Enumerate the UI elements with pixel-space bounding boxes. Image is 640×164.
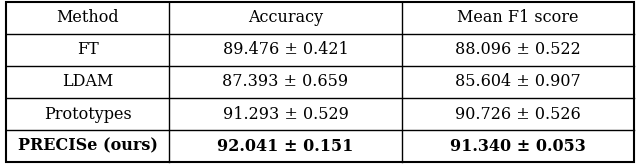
Text: Method: Method: [56, 9, 119, 26]
Text: 92.041 ± 0.151: 92.041 ± 0.151: [218, 138, 354, 155]
Text: FT: FT: [77, 41, 99, 58]
Text: Accuracy: Accuracy: [248, 9, 323, 26]
Text: 89.476 ± 0.421: 89.476 ± 0.421: [223, 41, 348, 58]
Text: LDAM: LDAM: [62, 73, 113, 91]
Text: Prototypes: Prototypes: [44, 106, 132, 123]
Text: PRECISe (ours): PRECISe (ours): [18, 138, 158, 155]
Text: 90.726 ± 0.526: 90.726 ± 0.526: [454, 106, 580, 123]
Text: Mean F1 score: Mean F1 score: [457, 9, 579, 26]
Text: 91.293 ± 0.529: 91.293 ± 0.529: [223, 106, 348, 123]
Text: 85.604 ± 0.907: 85.604 ± 0.907: [454, 73, 580, 91]
Text: 88.096 ± 0.522: 88.096 ± 0.522: [454, 41, 580, 58]
Text: 87.393 ± 0.659: 87.393 ± 0.659: [223, 73, 349, 91]
Text: 91.340 ± 0.053: 91.340 ± 0.053: [450, 138, 586, 155]
